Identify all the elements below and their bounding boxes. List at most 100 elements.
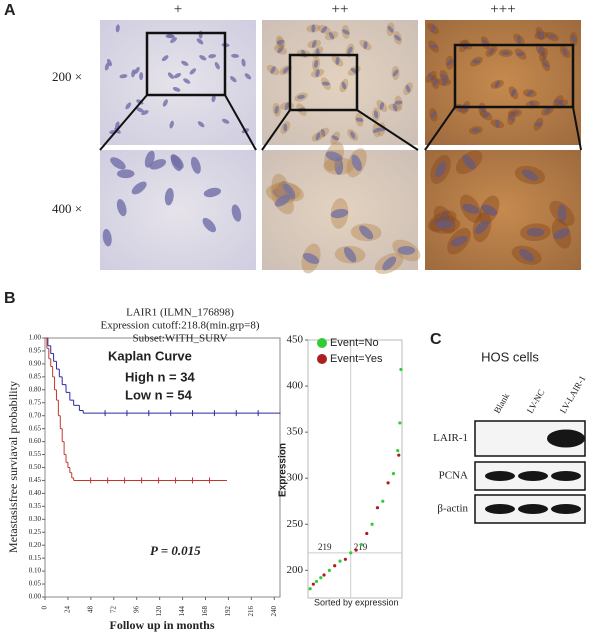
- nucleus: [342, 29, 350, 35]
- y-tick-label: 0.80: [29, 385, 42, 393]
- subtitle: Expression cutoff:218.8(min.grp=8): [100, 320, 259, 332]
- legend-label: High n = 34: [125, 369, 195, 384]
- point: [308, 587, 312, 591]
- nucleus: [321, 26, 328, 33]
- nucleus: [462, 203, 480, 214]
- nucleus: [315, 69, 320, 78]
- subtitle: Subset:WITH_SURV: [132, 333, 227, 345]
- zoom-box: [288, 53, 359, 112]
- y-axis-label: Expression: [278, 443, 289, 497]
- nucleus: [116, 199, 127, 217]
- micrograph: [100, 20, 256, 145]
- band: [518, 504, 548, 514]
- y-tick-label: 0.85: [29, 372, 42, 380]
- nucleus: [526, 227, 545, 237]
- x-tick-label: 0: [41, 606, 49, 610]
- column-label: +: [174, 1, 182, 17]
- band-label: β-actin: [437, 503, 468, 515]
- nucleus: [165, 34, 174, 39]
- nucleus: [203, 187, 222, 198]
- nucleus: [134, 66, 140, 74]
- nucleus: [189, 68, 197, 75]
- x-tick-label: 240: [270, 606, 278, 617]
- x-tick-label: 24: [64, 606, 72, 614]
- nucleus: [571, 35, 576, 43]
- nucleus: [106, 58, 112, 67]
- nucleus: [428, 73, 434, 81]
- zoom-line: [224, 94, 257, 151]
- y-tick-label: 0.10: [29, 567, 42, 575]
- nucleus: [534, 122, 543, 127]
- point: [311, 582, 315, 586]
- point: [319, 576, 323, 580]
- column-label: +++: [490, 1, 515, 17]
- nucleus: [270, 66, 276, 74]
- nucleus: [331, 135, 339, 141]
- nucleus: [351, 154, 362, 172]
- zoom-line: [99, 94, 148, 151]
- y-tick-label: 450: [287, 334, 304, 346]
- band: [551, 504, 581, 514]
- y-axis-label: Metastasisfree surviaval probability: [6, 381, 20, 553]
- plot-frame: [307, 339, 403, 599]
- y-tick-label: 0.60: [29, 437, 42, 445]
- y-tick-label: 300: [287, 472, 304, 484]
- nucleus: [116, 169, 135, 179]
- zoom-box: [145, 31, 227, 97]
- nucleus: [315, 132, 321, 141]
- nucleus: [231, 53, 240, 58]
- nucleus: [554, 99, 563, 104]
- y-tick-label: 0.65: [29, 424, 42, 432]
- point: [349, 551, 353, 555]
- nucleus: [202, 217, 216, 233]
- nucleus: [341, 81, 347, 90]
- nucleus: [382, 256, 397, 271]
- lane-label: Blank: [492, 391, 512, 415]
- nucleus: [244, 73, 252, 80]
- nucleus: [139, 72, 144, 81]
- point: [327, 568, 331, 572]
- point: [314, 579, 319, 584]
- nucleus: [350, 131, 356, 139]
- nucleus: [321, 81, 330, 86]
- nucleus: [359, 225, 374, 240]
- nucleus: [231, 204, 242, 222]
- column-label: ++: [332, 1, 349, 17]
- x-tick-label: 192: [224, 606, 232, 617]
- nucleus: [442, 77, 447, 86]
- nucleus: [313, 59, 319, 68]
- nucleus: [334, 157, 344, 175]
- nucleus: [542, 61, 549, 68]
- x-tick-label: 48: [86, 606, 94, 614]
- band: [518, 471, 548, 481]
- point: [396, 448, 400, 453]
- nucleus: [511, 88, 516, 97]
- legend-swatch: [317, 338, 327, 348]
- chart-title: Kaplan Curve: [108, 348, 192, 363]
- point: [397, 453, 401, 457]
- nucleus: [173, 72, 182, 79]
- nucleus: [136, 107, 144, 113]
- nucleus: [274, 194, 291, 207]
- nucleus: [197, 121, 205, 128]
- nucleus: [394, 100, 403, 105]
- y-tick-label: 0.30: [29, 515, 42, 523]
- nucleus: [302, 252, 320, 264]
- nucleus: [494, 80, 500, 88]
- lane-label: LV-LAIR-1: [558, 374, 588, 415]
- nucleus: [521, 169, 538, 181]
- y-tick-label: 0.70: [29, 411, 42, 419]
- y-tick-label: 0.95: [29, 347, 42, 355]
- y-tick-label: 0.00: [29, 593, 42, 601]
- y-tick-label: 0.15: [29, 554, 42, 562]
- nucleus: [519, 248, 535, 262]
- micrograph: [262, 20, 418, 145]
- nucleus: [183, 78, 191, 84]
- y-tick-label: 0.25: [29, 528, 42, 536]
- nucleus: [482, 112, 490, 119]
- nucleus: [190, 156, 201, 174]
- nucleus: [481, 204, 498, 216]
- nucleus: [548, 34, 557, 39]
- nucleus: [392, 69, 399, 77]
- nucleus: [214, 62, 220, 70]
